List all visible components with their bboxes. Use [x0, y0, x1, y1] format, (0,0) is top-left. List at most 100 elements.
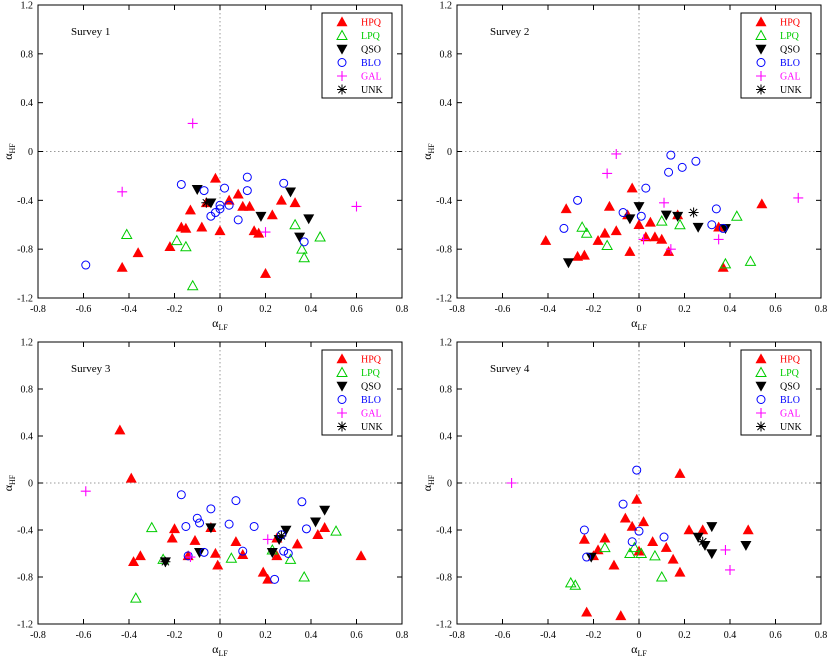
x-tick-label: -0.4 [540, 304, 556, 315]
x-tick-label: -0.2 [167, 630, 183, 641]
data-point-hpq [638, 516, 650, 527]
data-point-hpq [168, 523, 181, 534]
legend-label-unk: UNK [361, 85, 383, 96]
data-point-hpq [560, 203, 572, 214]
legend-marker-gal [756, 71, 766, 81]
legend-label-gal: GAL [780, 72, 801, 83]
data-point-blo [176, 179, 186, 189]
data-point-hpq [259, 267, 272, 278]
data-point-hpq [164, 241, 176, 252]
legend-marker-hpq [336, 353, 348, 364]
data-point-hpq [212, 559, 224, 570]
x-axis-label: αLF [631, 316, 647, 332]
data-point-blo [279, 546, 289, 556]
data-point-hpq [608, 559, 620, 570]
series-unk [697, 536, 708, 547]
data-point-hpq [237, 200, 249, 211]
data-point-hpq [756, 198, 768, 209]
data-point-qso [740, 540, 752, 551]
panel-title: Survey 3 [71, 363, 111, 375]
data-point-lpq [744, 255, 757, 266]
legend-marker-gal [756, 408, 766, 418]
data-point-lpq [601, 239, 613, 250]
data-point-hpq [244, 200, 256, 211]
data-point-hpq [166, 532, 178, 543]
data-point-hpq [683, 524, 695, 535]
data-point-blo [224, 519, 234, 529]
data-point-qso [692, 532, 704, 543]
data-point-lpq [225, 552, 238, 563]
legend: HPQ LPQ QSO BLO GAL UNK [321, 349, 393, 436]
data-point-hpq [578, 533, 590, 544]
series-lpq [129, 521, 342, 603]
data-point-hpq [230, 536, 242, 547]
data-point-lpq [569, 579, 582, 590]
x-tick-label: 0.2 [678, 630, 691, 641]
data-point-gal [80, 486, 91, 497]
data-point-hpq [125, 472, 137, 483]
y-tick-label: 1.2 [440, 338, 453, 349]
x-tick-label: -0.8 [30, 304, 46, 315]
series-unk [201, 197, 212, 208]
y-tick-label: 1.2 [440, 1, 453, 12]
y-tick-label: 0 [28, 147, 33, 158]
data-point-qso [280, 525, 292, 536]
data-point-gal [351, 201, 362, 212]
data-point-gal [262, 534, 273, 545]
data-point-hpq [742, 524, 754, 535]
series-qso [562, 202, 731, 269]
x-tick-label: -0.2 [167, 304, 183, 315]
panel-title: Survey 1 [71, 26, 110, 38]
x-tick-label: 0.8 [396, 630, 409, 641]
data-point-blo [632, 465, 642, 475]
data-point-blo [279, 178, 289, 188]
data-point-hpq [540, 235, 552, 245]
data-point-lpq [674, 218, 686, 230]
data-point-hpq [603, 200, 615, 211]
data-point-hpq [663, 245, 675, 256]
legend-label-lpq: LPQ [780, 31, 800, 42]
legend-label-unk: UNK [780, 85, 802, 96]
x-tick-label: 0.4 [305, 630, 318, 641]
x-tick-label: -0.6 [495, 304, 511, 315]
x-axis-label: αLF [631, 642, 647, 658]
data-point-blo [718, 223, 728, 233]
data-point-lpq [330, 525, 342, 536]
data-point-unk [201, 197, 212, 208]
legend-marker-hpq [755, 353, 767, 364]
data-point-hpq [626, 520, 638, 531]
data-point-blo [559, 223, 569, 233]
data-point-qso [294, 232, 306, 243]
data-point-hpq [132, 247, 144, 258]
data-point-gal [611, 148, 622, 159]
legend-label-lpq: LPQ [361, 368, 381, 379]
x-tick-label: -0.2 [586, 304, 602, 315]
data-point-hpq [312, 529, 324, 540]
y-tick-label: 0.4 [21, 98, 34, 109]
data-point-qso [660, 210, 672, 221]
data-point-blo [183, 551, 193, 561]
data-point-lpq [564, 576, 577, 588]
data-point-hpq [599, 227, 611, 238]
legend-marker-unk [337, 421, 347, 432]
legend: HPQ LPQ QSO BLO GAL UNK [321, 12, 393, 99]
legend-marker-unk [337, 84, 347, 95]
x-tick-label: 0.2 [259, 630, 272, 641]
data-point-hpq [209, 547, 221, 558]
data-point-qso [633, 202, 645, 213]
y-tick-label: 0.4 [440, 432, 453, 443]
data-point-blo [270, 574, 280, 584]
legend-label-hpq: HPQ [361, 355, 382, 366]
data-point-qso [706, 549, 718, 560]
data-point-hpq [619, 512, 631, 523]
panel-title: Survey 4 [490, 363, 530, 375]
y-tick-label: -0.4 [436, 196, 452, 207]
data-point-hpq [319, 522, 331, 532]
data-point-hpq [633, 219, 645, 230]
data-point-lpq [580, 227, 593, 238]
y-tick-label: -0.8 [17, 573, 33, 584]
legend-marker-lpq [336, 29, 348, 40]
data-point-blo [707, 220, 717, 230]
legend-label-blo: BLO [361, 395, 381, 406]
data-point-lpq [655, 570, 668, 582]
